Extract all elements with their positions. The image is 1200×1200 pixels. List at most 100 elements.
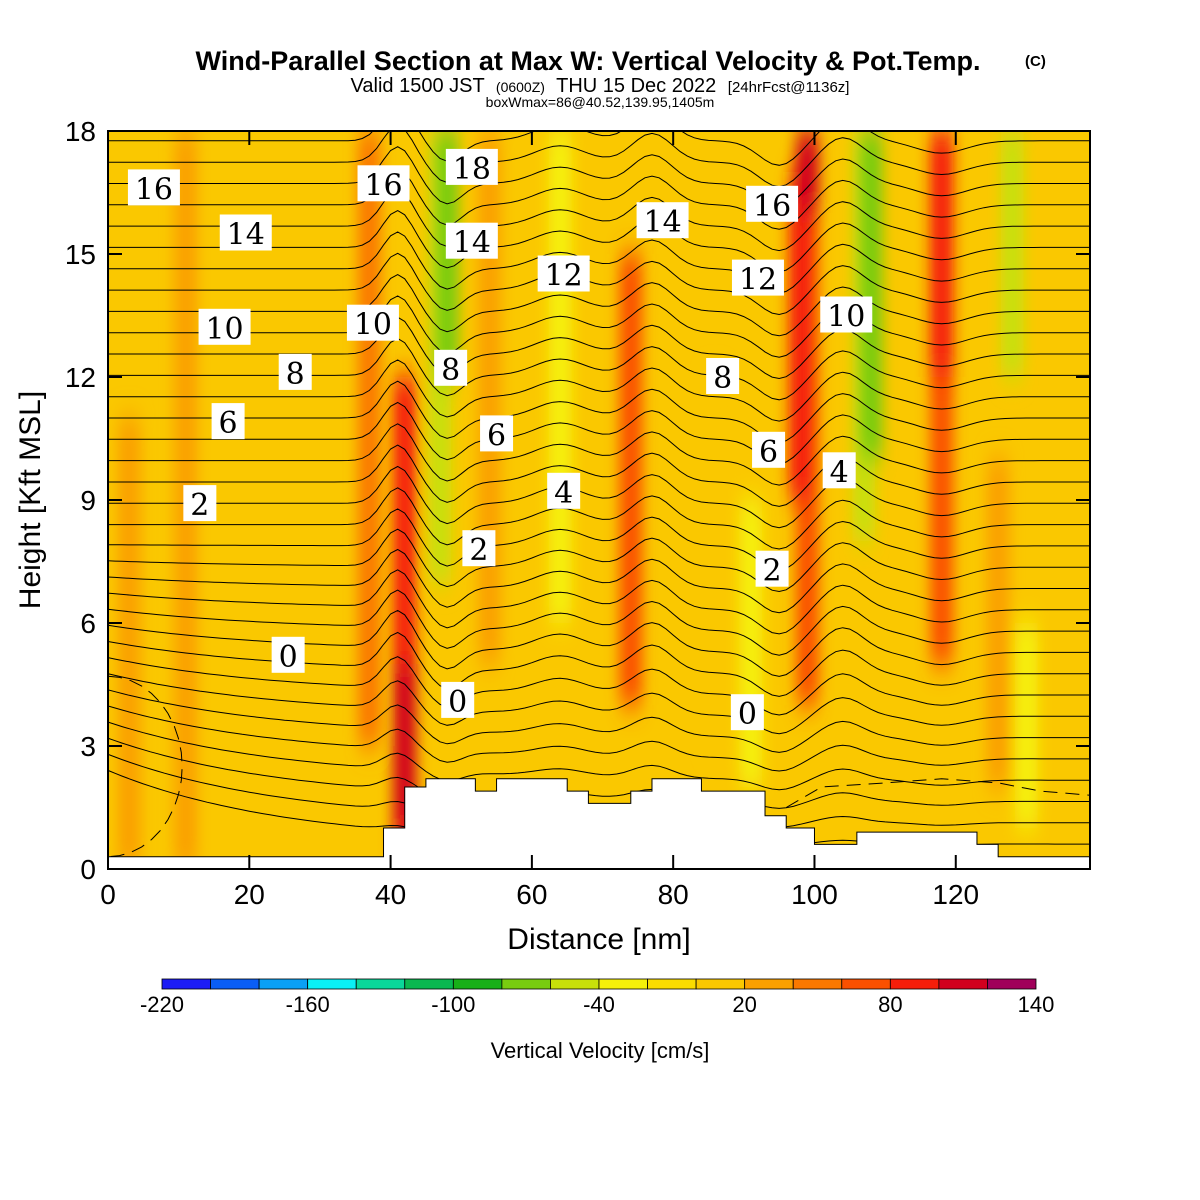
colorbar-swatch-13 [792,978,843,990]
velocity-band-0 [117,418,141,869]
isentrope-line-15 [108,487,1090,550]
contour-label-text: 0 [738,697,757,732]
contour-label-13: 2 [462,530,496,568]
isentrope-line-10 [108,589,1090,656]
contour-label-text: 6 [487,418,506,453]
velocity-band-8 [548,131,572,623]
box-wmax-info: boxWmax=86@40.52,139.95,1405m [486,94,715,110]
contour-label-box [706,358,740,394]
contour-label-box [462,530,496,567]
isentrope-line-19 [108,401,1090,465]
contour-label-box [752,431,786,468]
valid-utc: (0600Z) [496,79,545,95]
isentrope-line-3 [108,721,1090,791]
contour-label-text: 16 [753,189,791,224]
contour-label-2: 10 [198,308,251,347]
isentrope-line-18 [108,423,1090,486]
contour-label-text: 14 [453,226,491,261]
colorbar-swatch-17 [987,978,1037,990]
contour-label-box [755,550,789,587]
contour-label-text: 10 [354,308,392,343]
x-tick-label-0: 0 [100,879,116,910]
contour-label-text: 2 [763,554,782,589]
copyright-mark: (C) [1025,53,1046,70]
colorbar-swatch-2 [258,978,309,990]
x-tick-label-60: 60 [516,879,547,910]
contour-label-10: 14 [445,222,498,261]
y-tick-label-0: 0 [80,854,96,885]
contour-label-14: 0 [441,681,475,720]
contour-label-text: 6 [759,435,778,470]
contour-label-16: 4 [547,472,581,511]
contour-label-box [547,472,581,509]
colorbar-swatch-3 [307,978,357,990]
contour-label-box [357,165,410,202]
contour-label-22: 2 [755,550,789,589]
colorbar-swatch-9 [598,978,648,990]
contour-label-text: 16 [135,172,173,207]
contour-label-text: 0 [448,685,467,720]
isentrope-line-14 [108,508,1090,571]
contour-label-text: 14 [643,205,681,240]
y-tick-label-18: 18 [65,116,96,147]
isentrope-line-30 [108,167,1090,230]
contour-label-box [271,636,305,673]
contour-label-box [441,681,475,718]
colorbar-swatch-12 [744,978,794,990]
x-tick-label-100: 100 [791,879,838,910]
contour-label-box [346,304,399,341]
background-field [108,131,1090,869]
x-tick-label-40: 40 [375,879,406,910]
contour-label-text: 18 [453,152,491,187]
isentrope-line-2 [108,737,1090,809]
y-axis: 0 3 6 9 12 15 18 [65,116,1090,885]
isentrope-line-6 [108,673,1090,735]
contour-label-text: 8 [286,357,305,392]
contour-label-9: 18 [445,148,498,187]
colorbar-tick--160: -160 [286,992,330,1017]
contour-label-4: 6 [211,403,245,441]
colorbar-tick--220: -220 [140,992,184,1017]
contour-label-18: 16 [746,185,799,224]
colorbar-swatch-15 [889,978,940,990]
contour-label-5: 2 [183,485,217,523]
contour-label-15: 12 [537,255,590,294]
contour-label-box [636,202,689,239]
y-tick-label-12: 12 [65,362,96,393]
contour-label-17: 14 [636,202,689,240]
contour-label-3: 8 [278,353,312,392]
isentrope-line-20 [108,380,1090,443]
contour-label-12: 6 [480,415,514,453]
colorbar-label: Vertical Velocity [cm/s] [491,1038,710,1063]
y-axis-label: Height [Kft MSL] [14,391,47,609]
contour-label-24: 10 [820,296,873,335]
velocity-band-2 [358,131,381,746]
colorbar-swatch-7 [501,978,551,990]
velocity-band-16 [859,131,883,459]
velocity-band-18 [930,131,953,377]
isentrope-line-33 [108,131,1090,166]
colorbar-swatch-5 [404,978,454,990]
x-tick-label-80: 80 [658,879,689,910]
colorbar-swatch-0 [161,978,211,990]
contour-label-text: 0 [279,640,298,675]
isentrope-line-21 [108,359,1090,422]
colorbar-tick-20: 20 [732,992,756,1017]
x-axis: 0 20 40 60 80 100 120 [100,131,979,910]
contour-label-0: 16 [127,169,180,207]
forecast-info: [24hrFcst@1136z] [728,79,850,96]
valid-date: THU 15 Dec 2022 [556,75,716,97]
contour-label-box [183,485,217,522]
contour-label-text: 2 [469,533,488,568]
contour-label-19: 12 [731,259,784,298]
contour-label-21: 6 [752,431,786,470]
contour-label-box [480,415,514,452]
contour-label-text: 8 [713,361,732,396]
contour-label-box [746,185,799,222]
contour-label-text: 8 [441,353,460,388]
contour-label-box [445,222,498,259]
contour-label-box [537,255,590,292]
contour-label-box [820,296,873,333]
contour-label-box [445,148,498,185]
